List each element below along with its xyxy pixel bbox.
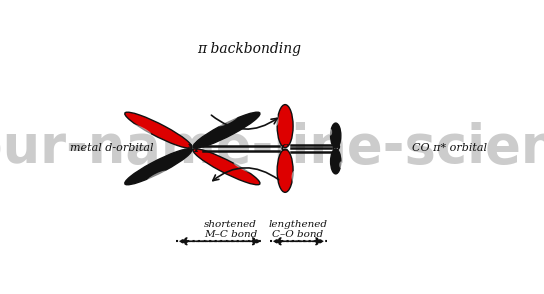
Ellipse shape bbox=[277, 149, 293, 192]
Ellipse shape bbox=[329, 128, 332, 136]
FancyArrowPatch shape bbox=[213, 168, 279, 181]
Ellipse shape bbox=[292, 171, 297, 183]
Text: CO π* orbital: CO π* orbital bbox=[412, 143, 487, 153]
Ellipse shape bbox=[331, 123, 341, 148]
Ellipse shape bbox=[132, 124, 151, 134]
Text: lengthened
C–O bond: lengthened C–O bond bbox=[268, 220, 327, 239]
Ellipse shape bbox=[147, 171, 166, 181]
Ellipse shape bbox=[193, 112, 260, 148]
Text: π backbonding: π backbonding bbox=[197, 42, 301, 56]
Ellipse shape bbox=[193, 149, 260, 185]
Text: M: M bbox=[186, 143, 199, 154]
FancyArrowPatch shape bbox=[212, 115, 277, 129]
Text: C: C bbox=[281, 144, 289, 153]
Ellipse shape bbox=[331, 149, 341, 174]
Ellipse shape bbox=[273, 114, 279, 126]
Ellipse shape bbox=[233, 163, 252, 173]
Text: metal d-orbital: metal d-orbital bbox=[70, 143, 153, 153]
Text: O: O bbox=[331, 144, 340, 153]
Text: shortened
M–C bond: shortened M–C bond bbox=[203, 220, 257, 239]
Ellipse shape bbox=[125, 112, 192, 148]
Ellipse shape bbox=[125, 149, 192, 185]
Ellipse shape bbox=[339, 161, 343, 168]
Ellipse shape bbox=[219, 116, 237, 126]
Text: your-name-line-science: your-name-line-science bbox=[0, 123, 544, 174]
Ellipse shape bbox=[277, 105, 293, 148]
